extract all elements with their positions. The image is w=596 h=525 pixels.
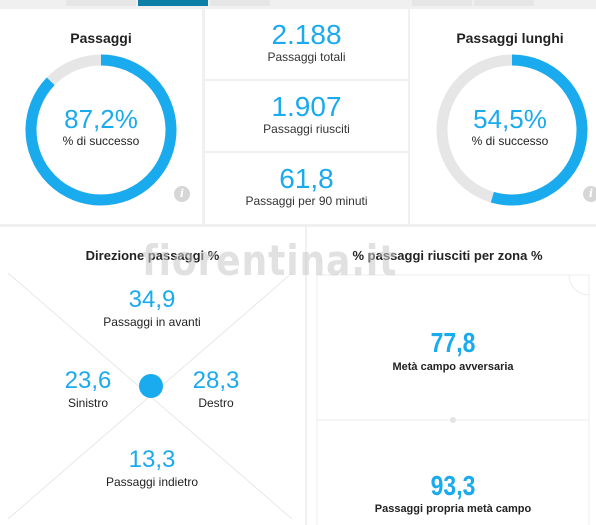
passes-ring xyxy=(25,54,177,206)
stat-label: Passaggi riusciti xyxy=(263,122,350,136)
left-label: Sinistro xyxy=(67,396,108,410)
passes-panel: Passaggi 87,2% % di successo i xyxy=(0,9,202,224)
right-label: Destro xyxy=(198,396,234,410)
left-value: 23,6 xyxy=(64,367,112,394)
tab-3[interactable] xyxy=(210,0,270,6)
zones-title: % passaggi riusciti per zona % xyxy=(352,248,543,263)
watermark-logo: fiorentina.it xyxy=(142,236,398,285)
long-passes-ring xyxy=(436,54,588,206)
tab-strip xyxy=(0,0,596,7)
center-dot xyxy=(139,374,163,398)
passes-title: Passaggi xyxy=(70,30,132,46)
forward-label: Passaggi in avanti xyxy=(103,315,201,329)
passes-ring-arc xyxy=(25,54,177,206)
passes-percent: 87,2% xyxy=(64,104,138,134)
tab-1[interactable] xyxy=(66,0,136,6)
info-icon[interactable]: i xyxy=(174,186,190,202)
stat-successful-passes: 1.907 Passaggi riusciti xyxy=(205,81,408,151)
tab-5[interactable] xyxy=(474,0,534,6)
long-passes-title: Passaggi lunghi xyxy=(456,30,564,46)
forward-value: 34,9 xyxy=(128,286,176,313)
pitch-lines xyxy=(316,274,590,525)
zones-panel: % passaggi riusciti per zona % 77,8 Metà… xyxy=(307,227,596,525)
stat-label: Passaggi totali xyxy=(267,50,346,64)
stat-passes-per-90: 61,8 Passaggi per 90 minuti xyxy=(205,153,408,224)
long-passes-ring-arc xyxy=(436,54,588,206)
direction-panel: Direzione passaggi % 34,9 Passaggi in av… xyxy=(0,227,305,525)
long-passes-percent: 54,5% xyxy=(473,104,547,134)
stat-label: Passaggi per 90 minuti xyxy=(245,194,368,208)
own-half-value: 93,3 xyxy=(430,470,476,501)
opponent-half-label: Metà campo avversaria xyxy=(392,361,514,373)
tab-4[interactable] xyxy=(412,0,472,6)
right-value: 28,3 xyxy=(192,367,240,394)
stat-value: 2.188 xyxy=(271,19,342,50)
stat-total-passes: 2.188 Passaggi totali xyxy=(205,9,408,79)
tab-2-active[interactable] xyxy=(138,0,208,6)
passes-percent-label: % di successo xyxy=(62,134,140,148)
stat-value: 1.907 xyxy=(271,91,342,122)
opponent-half-value: 77,8 xyxy=(430,327,476,358)
stat-value: 61,8 xyxy=(279,163,334,194)
back-value: 13,3 xyxy=(128,446,176,473)
own-half-label: Passaggi propria metà campo xyxy=(374,503,532,515)
direction-title: Direzione passaggi % xyxy=(85,248,220,263)
info-icon[interactable]: i xyxy=(583,186,596,202)
long-passes-percent-label: % di successo xyxy=(471,134,549,148)
back-label: Passaggi indietro xyxy=(105,475,199,489)
long-passes-panel: Passaggi lunghi 54,5% % di successo i xyxy=(410,9,596,224)
